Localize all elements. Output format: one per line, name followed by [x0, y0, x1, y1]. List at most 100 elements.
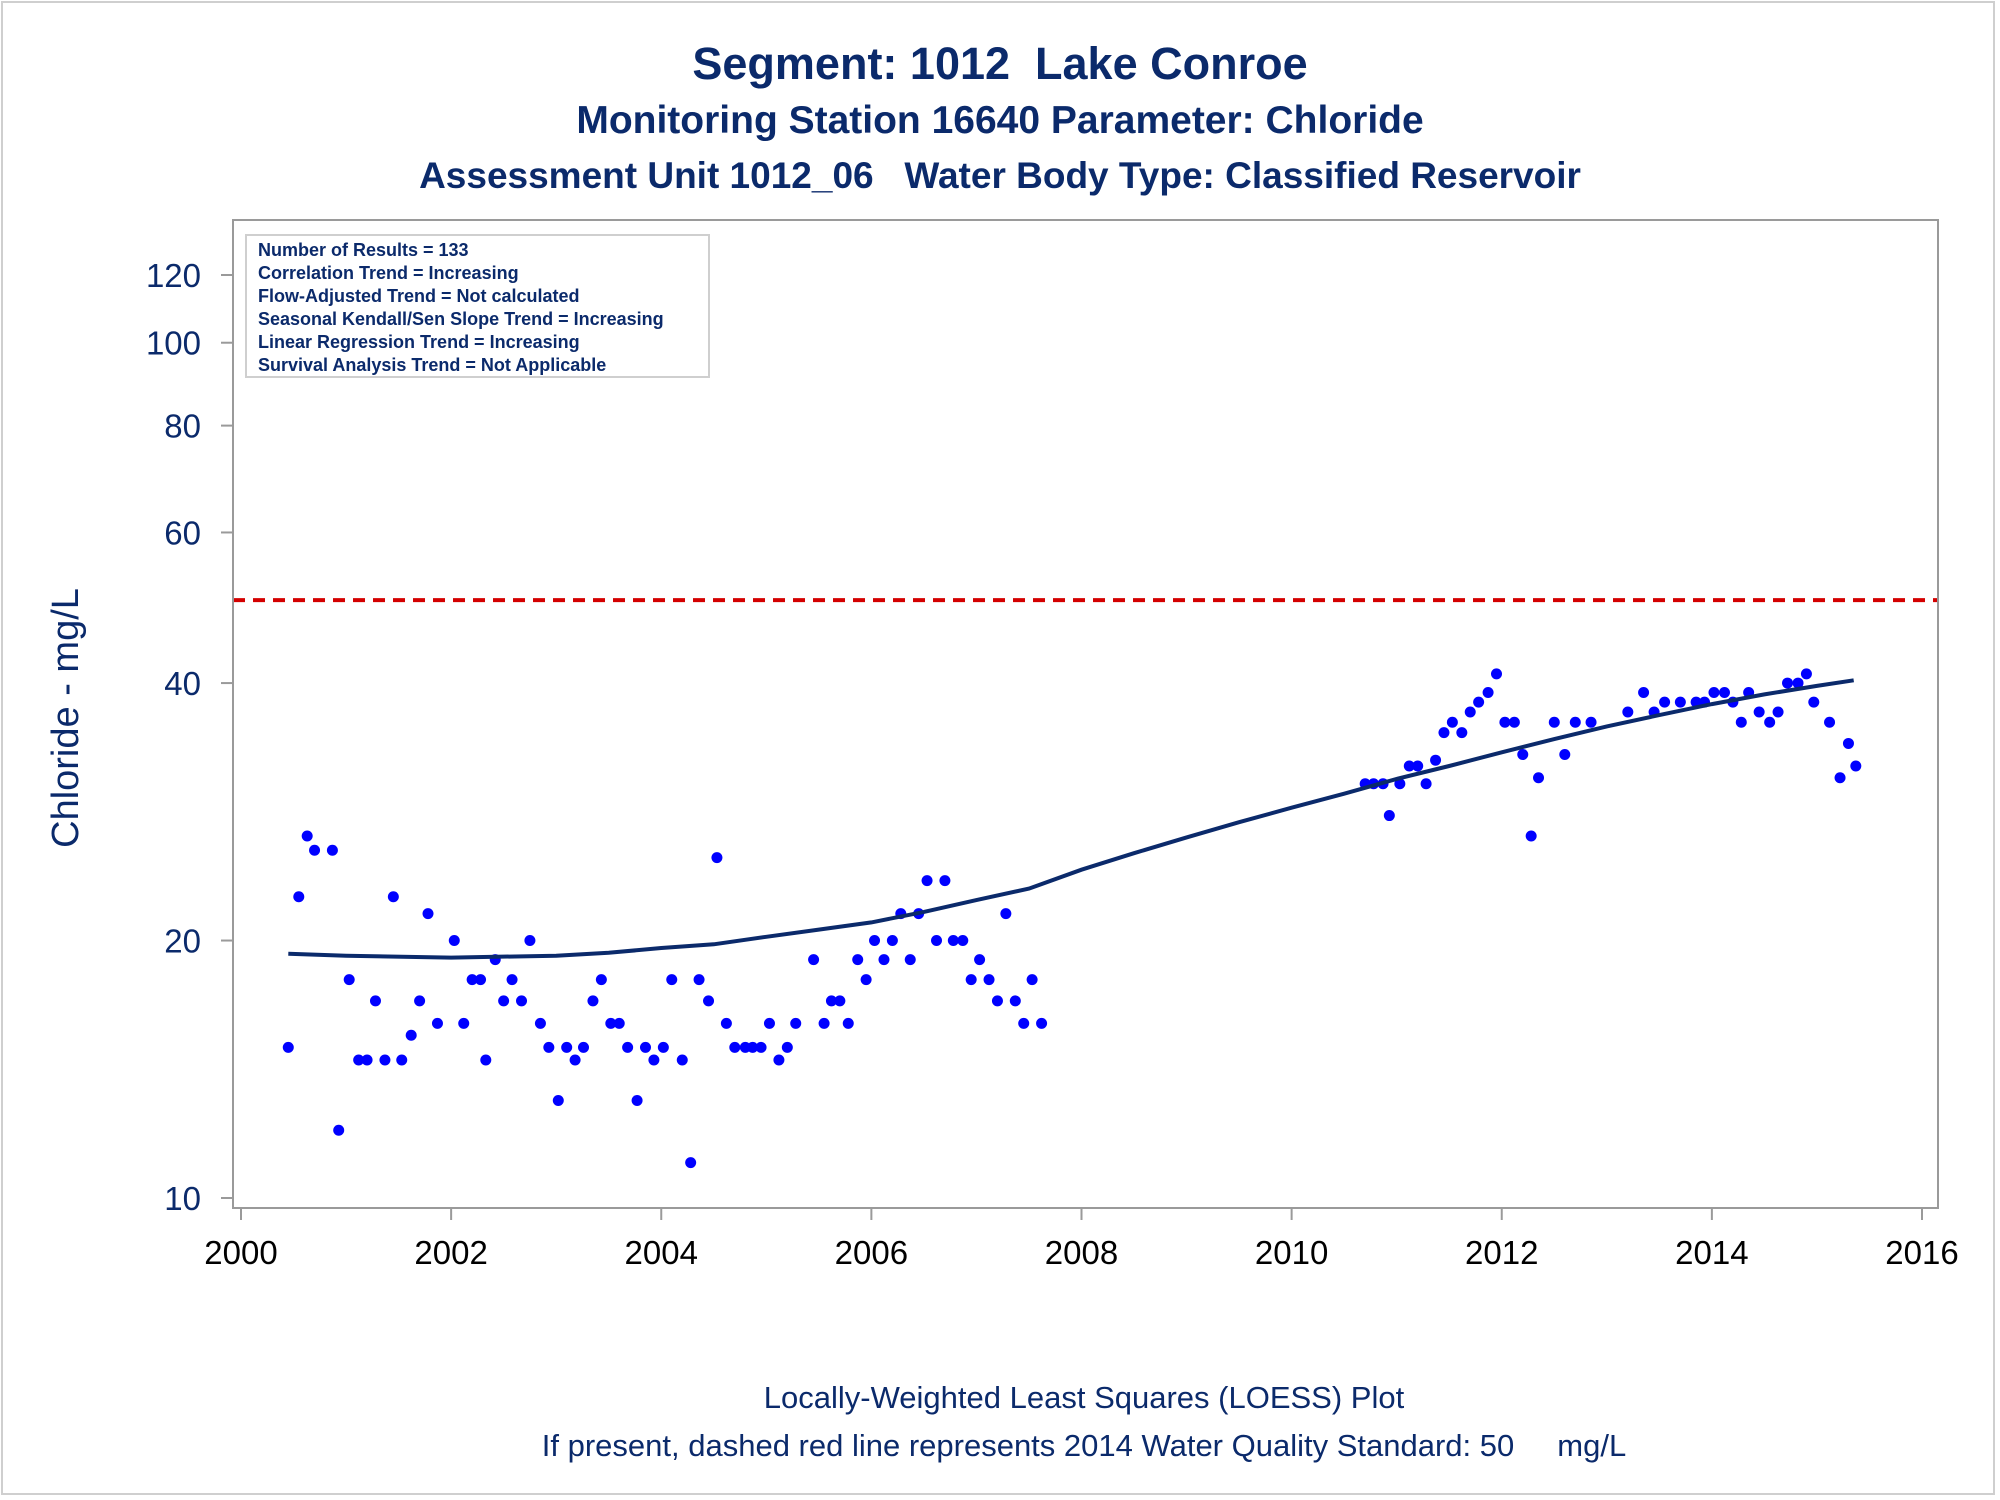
- data-point: [1585, 716, 1597, 728]
- data-points-layer: [282, 239, 1862, 1169]
- data-point: [878, 954, 890, 966]
- plot-area: [232, 219, 1939, 1209]
- trend-legend-line: Correlation Trend = Increasing: [258, 263, 519, 283]
- data-point: [578, 1041, 590, 1053]
- data-point: [431, 1017, 443, 1029]
- data-point: [475, 974, 487, 986]
- data-point: [904, 954, 916, 966]
- footer-loess-note: Locally-Weighted Least Squares (LOESS) P…: [763, 1380, 1405, 1415]
- data-point: [1456, 727, 1468, 739]
- data-point: [781, 1041, 793, 1053]
- data-point: [639, 1041, 651, 1053]
- data-point: [534, 1017, 546, 1029]
- data-point: [605, 1017, 617, 1029]
- trend-legend-line: Number of Results = 133: [258, 240, 469, 260]
- data-point: [561, 1041, 573, 1053]
- loess-layer: [288, 678, 1855, 960]
- data-point: [842, 1017, 854, 1029]
- data-point: [405, 1029, 417, 1041]
- data-point: [1800, 668, 1812, 680]
- x-tick-label: 2014: [1675, 1234, 1748, 1271]
- data-point: [1622, 706, 1634, 718]
- data-point: [947, 935, 959, 947]
- data-point: [860, 974, 872, 986]
- data-point: [1446, 716, 1458, 728]
- data-point: [983, 974, 995, 986]
- data-point: [361, 1054, 373, 1066]
- data-point: [1735, 716, 1747, 728]
- y-axis-label: Chloride - mg/L: [45, 588, 87, 848]
- data-point: [1842, 737, 1854, 749]
- data-point: [1659, 696, 1671, 708]
- data-point: [974, 954, 986, 966]
- trend-legend-frame: [245, 234, 710, 378]
- data-point: [1559, 749, 1571, 761]
- trend-legend-line: Linear Regression Trend = Increasing: [258, 332, 580, 352]
- data-point: [506, 974, 518, 986]
- x-tick-label: 2012: [1465, 1234, 1538, 1271]
- y-tick-label: 80: [164, 408, 201, 445]
- data-point: [343, 974, 355, 986]
- y-tick-label: 100: [146, 325, 201, 362]
- trend-legend-box: Number of Results = 133 Correlation Trend…: [245, 234, 710, 378]
- y-tick-label: 10: [164, 1180, 201, 1217]
- data-point: [309, 844, 321, 856]
- data-point: [1638, 686, 1650, 698]
- data-point: [747, 1041, 759, 1053]
- trend-legend-line: Flow-Adjusted Trend = Not calculated: [258, 286, 580, 306]
- data-point: [1464, 706, 1476, 718]
- data-point: [326, 844, 338, 856]
- data-point: [422, 908, 434, 920]
- data-point: [957, 935, 969, 947]
- data-point: [448, 935, 460, 947]
- data-point: [301, 830, 313, 842]
- loess-line: [288, 678, 1855, 960]
- data-point: [693, 974, 705, 986]
- footer-standard-note: If present, dashed red line represents 2…: [541, 1428, 1627, 1463]
- data-point: [1438, 727, 1450, 739]
- data-point: [1026, 974, 1038, 986]
- data-point: [1792, 677, 1804, 689]
- data-point: [552, 1095, 564, 1107]
- data-point: [282, 1041, 294, 1053]
- x-tick-label: 2010: [1255, 1234, 1328, 1271]
- data-point: [414, 995, 426, 1007]
- y-tick-label: 120: [146, 257, 201, 294]
- data-point: [1018, 1017, 1030, 1029]
- data-point: [685, 1157, 697, 1169]
- data-point: [1009, 995, 1021, 1007]
- data-point: [1782, 677, 1794, 689]
- data-point: [1834, 772, 1846, 784]
- data-point: [1718, 686, 1730, 698]
- data-point: [1548, 716, 1560, 728]
- data-point: [720, 1017, 732, 1029]
- data-point: [333, 1124, 345, 1136]
- data-point: [991, 995, 1003, 1007]
- data-point: [1412, 760, 1424, 772]
- data-point: [1772, 706, 1784, 718]
- data-point: [480, 1054, 492, 1066]
- data-point: [648, 1054, 660, 1066]
- data-point: [711, 852, 723, 864]
- data-point: [1473, 696, 1485, 708]
- data-point: [1824, 716, 1836, 728]
- data-point: [808, 954, 820, 966]
- data-point: [1850, 760, 1862, 772]
- data-point: [622, 1041, 634, 1053]
- data-point: [396, 1054, 408, 1066]
- data-point: [1394, 778, 1406, 790]
- data-point: [931, 935, 943, 947]
- data-point: [676, 1054, 688, 1066]
- data-point: [921, 875, 933, 887]
- trend-legend-line: Seasonal Kendall/Sen Slope Trend = Incre…: [258, 309, 664, 329]
- x-tick-label: 2008: [1045, 1234, 1118, 1271]
- data-point: [1533, 772, 1545, 784]
- data-point: [1383, 810, 1395, 822]
- x-tick-label: 2016: [1885, 1234, 1958, 1271]
- data-point: [852, 954, 864, 966]
- data-point: [1569, 716, 1581, 728]
- data-point: [1808, 696, 1820, 708]
- chart-title: Segment: 1012 Lake Conroe: [692, 38, 1308, 89]
- data-point: [1674, 696, 1686, 708]
